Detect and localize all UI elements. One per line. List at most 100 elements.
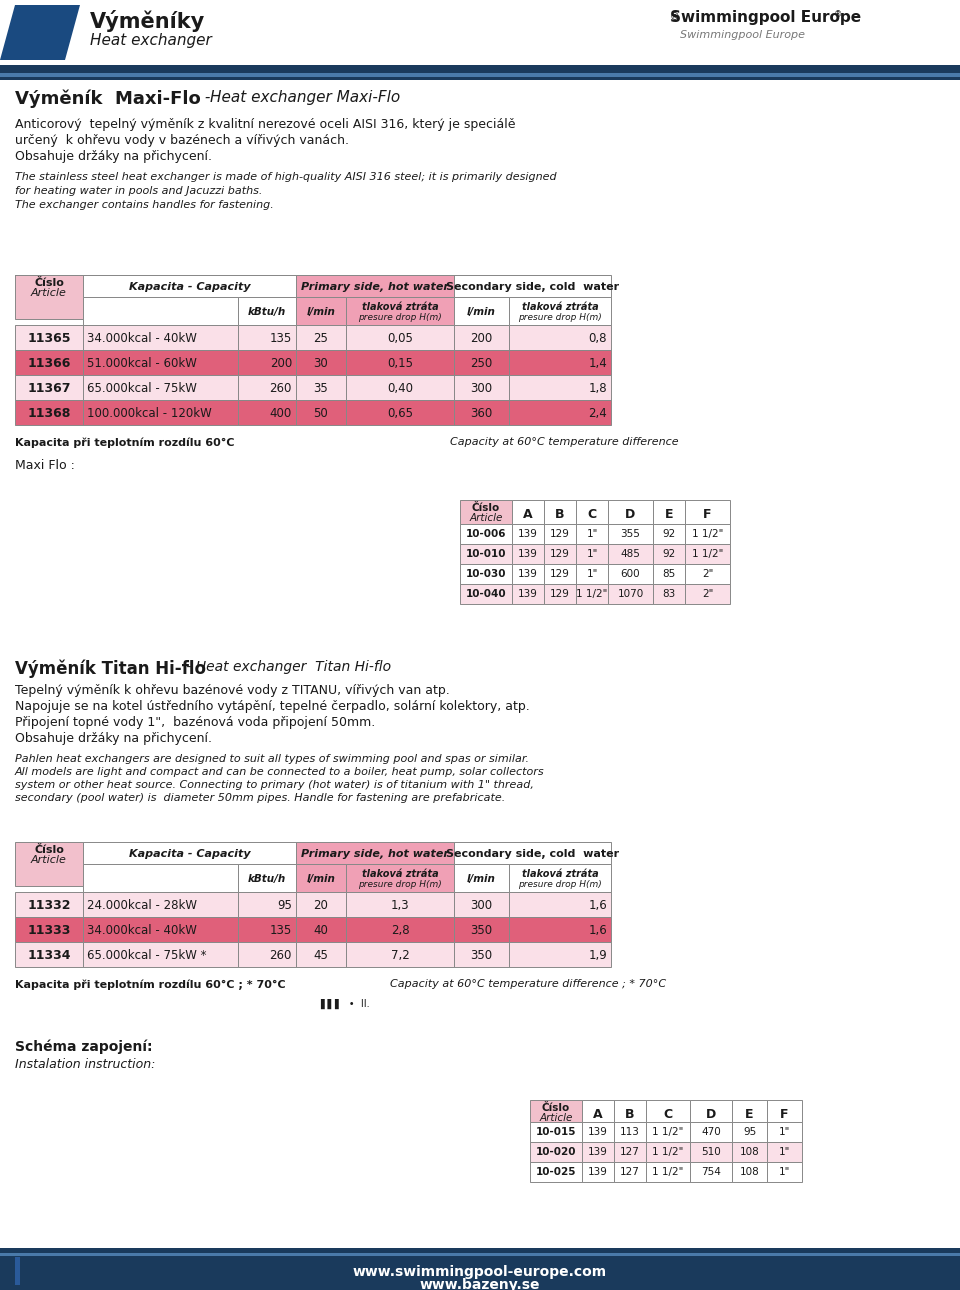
Bar <box>0 77 960 80</box>
Text: 129: 129 <box>550 569 570 579</box>
Text: D: D <box>706 1108 716 1121</box>
Text: 11365: 11365 <box>27 332 71 344</box>
Bar <box>690 1122 732 1142</box>
Text: B: B <box>555 508 564 521</box>
Bar <box>460 501 512 524</box>
Bar <box>614 1100 646 1122</box>
Text: 20: 20 <box>314 899 328 912</box>
Bar <box>296 325 346 350</box>
Text: Secondary side, cold  water: Secondary side, cold water <box>446 849 619 859</box>
Text: 10-006: 10-006 <box>466 529 506 539</box>
Text: Kapacita - Capacity: Kapacita - Capacity <box>129 849 251 859</box>
Text: Obsahuje držáky na přichycení.: Obsahuje držáky na přichycení. <box>15 150 212 163</box>
Bar <box>576 524 608 544</box>
Text: 1,6: 1,6 <box>588 924 607 937</box>
Bar <box>83 864 238 891</box>
Text: Schéma zapojení:: Schéma zapojení: <box>15 1040 153 1054</box>
Bar <box>685 544 730 564</box>
Text: 139: 139 <box>518 529 538 539</box>
Text: 129: 129 <box>550 590 570 599</box>
Bar <box>767 1100 802 1122</box>
Text: 139: 139 <box>518 569 538 579</box>
Text: 11334: 11334 <box>27 949 71 962</box>
Text: 85: 85 <box>662 569 676 579</box>
Bar <box>646 1142 690 1162</box>
Bar <box>544 524 576 544</box>
Bar <box>685 524 730 544</box>
Bar <box>653 501 685 524</box>
Bar <box>454 842 611 864</box>
Text: 2": 2" <box>702 569 713 579</box>
Bar <box>608 501 653 524</box>
Text: 34.000kcal - 40kW: 34.000kcal - 40kW <box>87 924 197 937</box>
Text: Article: Article <box>469 513 503 522</box>
Bar <box>238 297 296 325</box>
Text: 1,4: 1,4 <box>588 357 607 370</box>
Bar <box>512 544 544 564</box>
Bar <box>83 350 238 375</box>
Text: 129: 129 <box>550 529 570 539</box>
Text: Tepelný výměník k ohřevu bazénové vody z TITANU, vířivých van atp.: Tepelný výměník k ohřevu bazénové vody z… <box>15 684 449 697</box>
Text: l/min: l/min <box>306 875 335 884</box>
Text: 1 1/2": 1 1/2" <box>652 1147 684 1157</box>
Text: 50: 50 <box>314 408 328 421</box>
Text: Secondary side, cold  water: Secondary side, cold water <box>446 283 619 292</box>
Text: B: B <box>625 1108 635 1121</box>
Text: E: E <box>745 1108 754 1121</box>
Text: Číslo: Číslo <box>472 503 500 513</box>
Bar <box>346 400 454 424</box>
Bar <box>690 1100 732 1122</box>
Text: -: - <box>200 90 215 104</box>
Text: presure drop H(m): presure drop H(m) <box>358 313 442 322</box>
Bar <box>653 524 685 544</box>
Text: 35: 35 <box>314 382 328 395</box>
Text: 600: 600 <box>621 569 640 579</box>
Text: určený  k ohřevu vody v bazénech a vířivých vanách.: určený k ohřevu vody v bazénech a vířivý… <box>15 134 349 147</box>
Bar <box>15 325 83 350</box>
Text: Obsahuje držáky na přichycení.: Obsahuje držáky na přichycení. <box>15 731 212 746</box>
Text: A: A <box>523 508 533 521</box>
Bar <box>614 1122 646 1142</box>
Text: - Heat exchanger  Titan Hi-flo: - Heat exchanger Titan Hi-flo <box>182 660 391 673</box>
Text: Instalation instruction:: Instalation instruction: <box>15 1058 156 1071</box>
Text: C: C <box>663 1108 673 1121</box>
Bar <box>454 297 509 325</box>
Text: Heat exchanger: Heat exchanger <box>90 34 212 48</box>
Text: 135: 135 <box>270 332 292 344</box>
Bar <box>296 400 346 424</box>
Polygon shape <box>0 5 80 61</box>
Text: presure drop H(m): presure drop H(m) <box>518 313 602 322</box>
Bar <box>685 564 730 584</box>
Text: 11333: 11333 <box>27 924 71 937</box>
Bar <box>530 1142 582 1162</box>
Bar <box>454 942 509 968</box>
Bar <box>685 501 730 524</box>
Text: Primary side, hot water: Primary side, hot water <box>301 849 449 859</box>
Text: presure drop H(m): presure drop H(m) <box>518 880 602 889</box>
Text: 11368: 11368 <box>27 408 71 421</box>
Text: 300: 300 <box>470 899 492 912</box>
Text: 139: 139 <box>588 1127 608 1136</box>
Text: 11367: 11367 <box>27 382 71 395</box>
Text: Kapacita - Capacity: Kapacita - Capacity <box>129 283 251 292</box>
Text: 127: 127 <box>620 1167 640 1176</box>
Text: 135: 135 <box>270 924 292 937</box>
Bar <box>346 375 454 400</box>
Bar <box>296 917 346 942</box>
Bar <box>690 1162 732 1182</box>
Bar <box>614 1162 646 1182</box>
Bar <box>582 1100 614 1122</box>
Text: ▌▌▌  •  II.: ▌▌▌ • II. <box>320 998 370 1009</box>
Bar <box>767 1142 802 1162</box>
Text: The stainless steel heat exchanger is made of high-quality AISI 316 steel; it is: The stainless steel heat exchanger is ma… <box>15 172 557 182</box>
Bar <box>576 544 608 564</box>
Bar <box>83 842 296 864</box>
Text: Capacity at 60°C temperature difference ; * 70°C: Capacity at 60°C temperature difference … <box>390 979 666 989</box>
Bar <box>15 842 83 886</box>
Text: tlaková ztráta: tlaková ztráta <box>521 302 598 312</box>
Text: Anticorový  tepelný výměník z kvalitní nerezové oceli AISI 316, který je speciál: Anticorový tepelný výměník z kvalitní ne… <box>15 117 516 132</box>
Bar <box>530 1122 582 1142</box>
Bar <box>732 1100 767 1122</box>
Text: 350: 350 <box>470 924 492 937</box>
Bar <box>83 400 238 424</box>
